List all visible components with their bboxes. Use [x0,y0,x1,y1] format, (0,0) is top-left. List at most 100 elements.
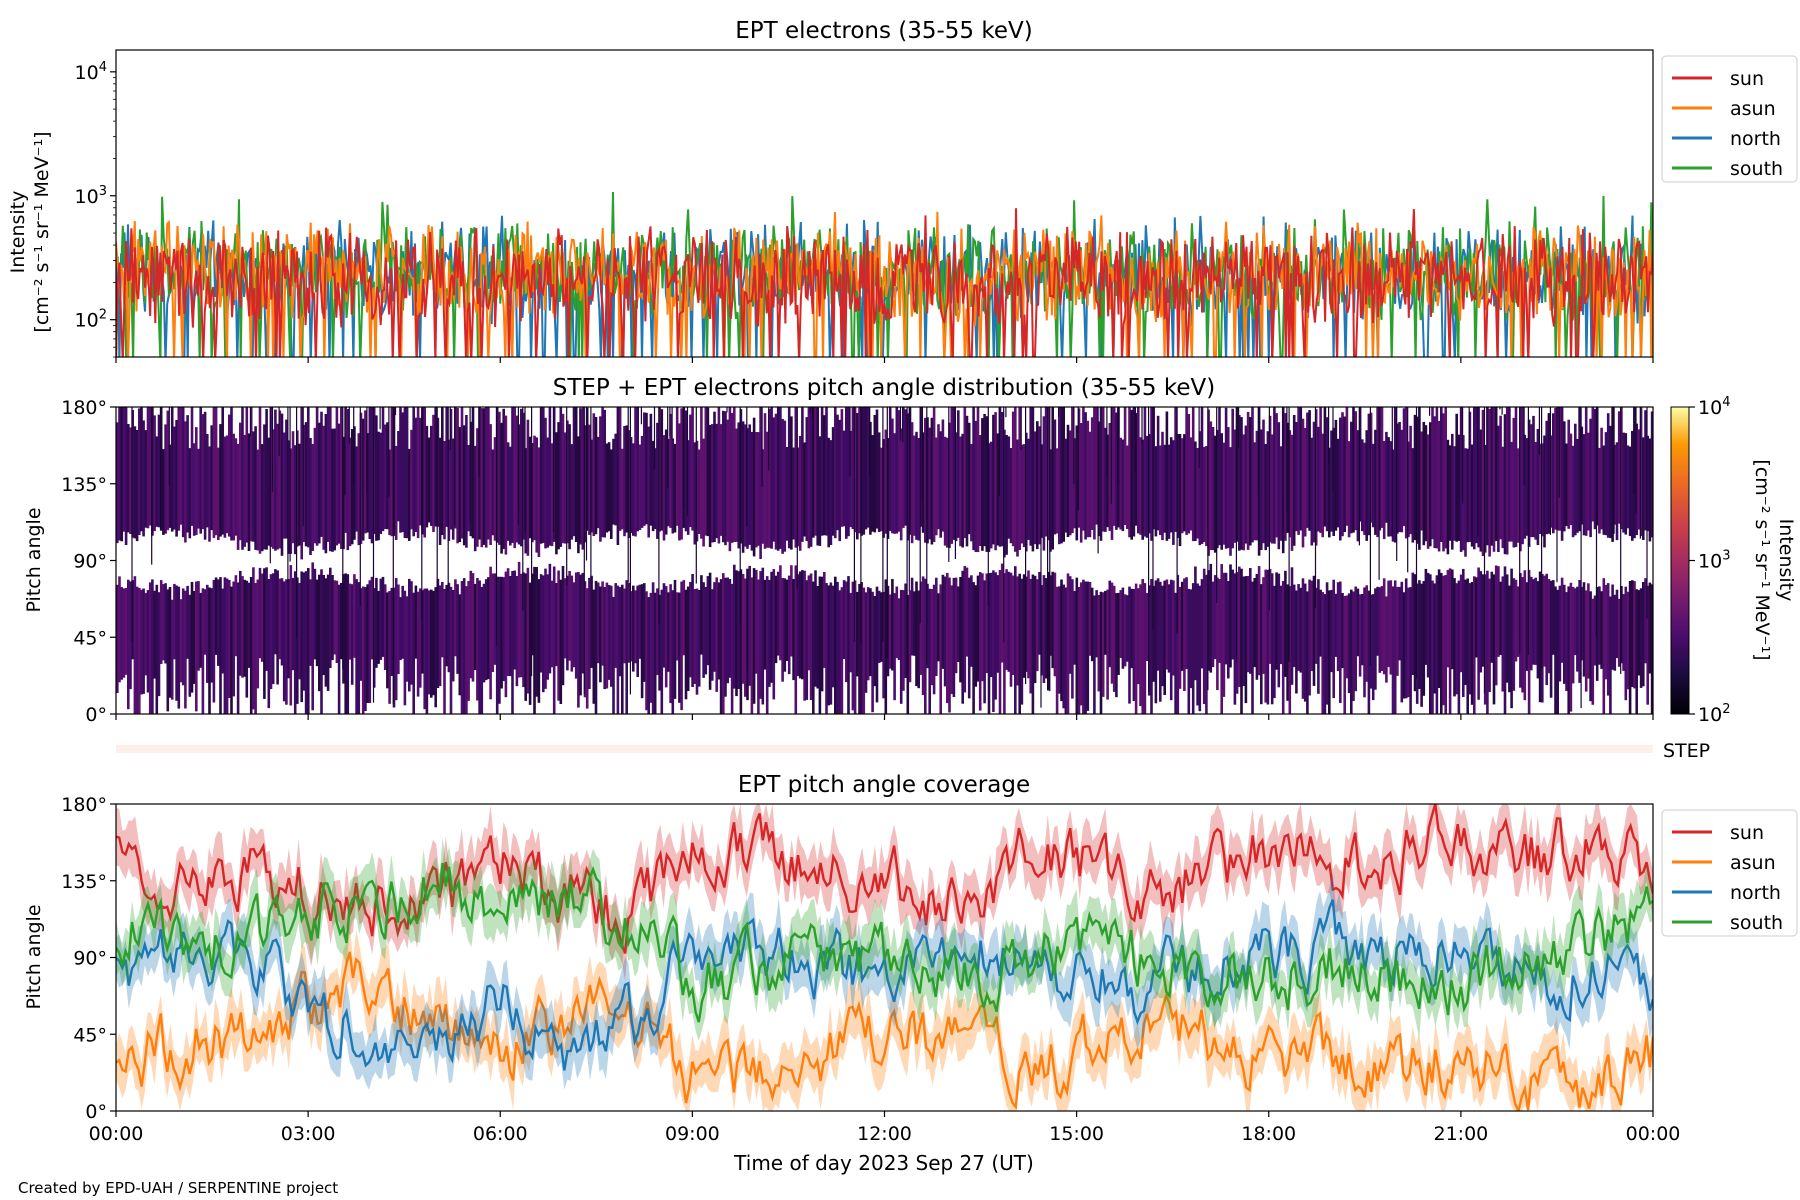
heatmap-cell [1202,446,1206,543]
heatmap-cell [1547,579,1551,674]
heatmap-cell [1097,407,1099,554]
heatmap-cell [765,576,769,714]
heatmap-cell [1413,574,1417,692]
heatmap-cell [1090,587,1094,662]
heatmap-cell [1314,407,1317,609]
heatmap-cell [1141,579,1144,714]
heatmap-cell [869,421,872,535]
heatmap-cell [1134,407,1136,473]
heatmap-cell [805,580,809,700]
heatmap-cell [1161,585,1164,687]
heatmap-cell [904,583,907,678]
heatmap-cell [1005,569,1008,670]
heatmap-cell [498,576,501,704]
heatmap-cell [899,428,903,541]
heatmap-cell [908,407,912,535]
heatmap-cell [1005,435,1008,555]
heatmap-cell [1440,572,1443,714]
heatmap-cell [1185,407,1188,535]
heatmap-cell [1494,565,1498,686]
heatmap-cell [335,580,339,663]
heatmap-cell [748,565,751,686]
heatmap-cell [1516,448,1520,543]
heatmap-cell [948,407,950,562]
heatmap-cell [708,424,712,548]
heatmap-cell [792,579,795,681]
heatmap-cell [1442,575,1445,706]
heatmap-cell [1047,407,1050,541]
heatmap-cell [1119,437,1122,530]
heatmap-cell [129,427,132,534]
heatmap-cell [153,415,156,532]
heatmap-cell [1323,407,1327,527]
heatmap-cell [1628,446,1632,537]
heatmap-cell [291,577,295,671]
heatmap-cell [787,407,791,549]
y-tick-label: 102 [75,308,107,332]
heatmap-cell [820,407,824,536]
heatmap-cell [146,407,150,529]
heatmap-cell [524,407,526,533]
heatmap-cell [1128,407,1131,538]
heatmap-cell [1628,581,1632,714]
heatmap-cell [616,407,620,545]
heatmap-cell [755,569,758,674]
heatmap-cell [1011,411,1015,547]
heatmap-cell [1464,579,1467,685]
heatmap-cell [1161,431,1164,541]
heatmap-cell [906,407,908,688]
heatmap-cell [465,586,468,714]
heatmap-cell [950,585,953,695]
heatmap-cell [506,568,510,676]
series-band-sun [116,804,1653,981]
heatmap-cell [271,573,275,685]
heatmap-cell [1587,432,1590,531]
heatmap-cell [1211,581,1215,668]
panel4-y-ticks: 0°45°90°135°180° [61,794,116,1123]
heatmap-cell [796,447,800,547]
heatmap-cell [1152,585,1155,682]
heatmap-cell [419,417,422,526]
heatmap-cell [1328,407,1330,464]
heatmap-cell [300,571,303,703]
heatmap-cell [1404,407,1408,539]
heatmap-cell [849,592,852,673]
heatmap-cell [998,570,1002,714]
heatmap-cell [1571,586,1575,684]
heatmap-cell [796,574,800,677]
series-line-sun [116,804,1653,954]
heatmap-cell [184,590,187,709]
heatmap-cell [537,447,541,557]
heatmap-cell [952,577,956,697]
heatmap-cell [1143,583,1147,714]
heatmap-cell [1565,443,1568,527]
heatmap-cell [1606,413,1610,538]
heatmap-cell [1264,444,1267,551]
heatmap-cell [342,574,345,684]
heatmap-cell [1367,413,1371,536]
heatmap-cell [1587,583,1590,679]
heatmap-cell [355,446,358,532]
y-tick-label: 90° [73,948,107,970]
heatmap-cell [563,578,567,659]
heatmap-cell [959,436,962,547]
heatmap-cell [1275,572,1278,670]
heatmap-cell [1501,576,1505,692]
heatmap-cell [473,583,477,671]
heatmap-cell [823,415,826,536]
heatmap-cell [1576,586,1579,672]
panel-step-strip: STEP [116,740,1710,762]
heatmap-cell [1503,414,1507,555]
heatmap-cell [478,407,481,540]
heatmap-cell [711,589,714,681]
heatmap-cell [856,413,859,540]
heatmap-cell [1595,407,1599,526]
heatmap-cell [902,407,905,528]
heatmap-cell [715,577,718,692]
heatmap-cell [192,591,196,684]
heatmap-cell [1319,589,1322,657]
heatmap-cell [1303,427,1307,537]
heatmap-cell [1134,412,1138,526]
heatmap-cell [831,427,835,536]
heatmap-cell [1558,407,1560,498]
